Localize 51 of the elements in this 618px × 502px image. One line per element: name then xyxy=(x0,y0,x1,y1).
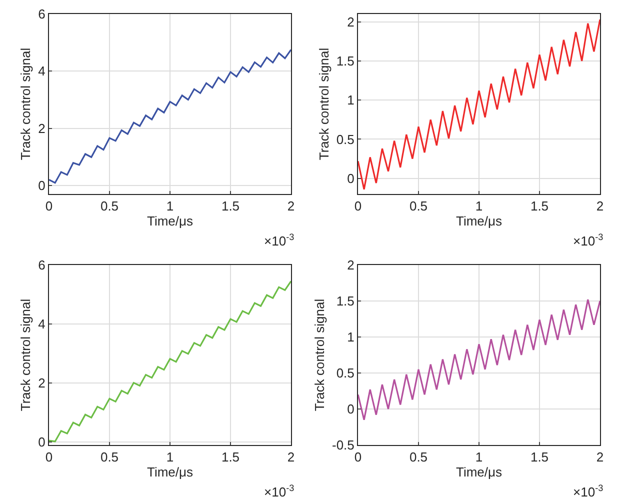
y-tick-label: 1.5 xyxy=(336,54,354,69)
x-tick-label: 2 xyxy=(287,450,295,465)
y-tick-label: -0.5 xyxy=(332,438,354,453)
x-tick-label: 1 xyxy=(475,198,483,214)
x-tick-label: 1.5 xyxy=(221,198,240,214)
y-tick-label: 0 xyxy=(347,170,354,186)
x-tick-label: 1.5 xyxy=(221,450,240,465)
y-tick-label: 0 xyxy=(38,178,46,193)
y-tick-label: 1.5 xyxy=(336,294,354,309)
x-tick-label: 2 xyxy=(287,198,295,214)
line-series xyxy=(49,48,291,184)
x-tick-label: 2 xyxy=(596,450,604,465)
x-axis-title: Time/μs xyxy=(146,214,194,229)
x-tick-label: 1.5 xyxy=(530,198,549,214)
x-tick-label: 1.5 xyxy=(530,450,549,465)
x-axis-title: Time/μs xyxy=(146,464,194,480)
y-axis-title: Track control signal xyxy=(316,48,332,160)
y-tick-label: 2 xyxy=(347,14,354,30)
text: ×10$^{-3}$ xyxy=(264,483,294,500)
y-tick-label: 1 xyxy=(347,92,354,108)
y-axis-title: Track control signal xyxy=(18,48,34,160)
x-tick-label: 0.5 xyxy=(100,450,119,465)
x-axis-title: Time/μs xyxy=(456,214,502,229)
text: ×10$^{-3}$ xyxy=(573,232,604,248)
x-tick-label: 1 xyxy=(166,450,174,465)
y-tick-label: 0 xyxy=(38,434,46,450)
y-tick-label: 0.5 xyxy=(336,132,354,147)
x-tick-label: 2 xyxy=(596,198,604,214)
text: ×10$^{-3}$ xyxy=(573,483,604,500)
line-series xyxy=(358,18,600,190)
line-series xyxy=(49,280,291,442)
y-tick-label: 0.5 xyxy=(336,366,354,381)
x-tick-label: 1 xyxy=(166,198,174,214)
y-axis-title: Track control signal xyxy=(18,298,34,412)
y-tick-label: 2 xyxy=(38,120,46,136)
y-tick-label: 2 xyxy=(38,376,46,391)
x-axis-title: Time/μs xyxy=(456,464,502,480)
y-tick-label: 1 xyxy=(347,330,354,345)
y-axis-title: Track control signal xyxy=(312,298,327,412)
line-series xyxy=(358,298,600,421)
text: ×10$^{-3}$ xyxy=(264,232,294,248)
x-tick-label: 1 xyxy=(475,450,483,465)
x-tick-label: 0.5 xyxy=(409,198,428,214)
y-tick-label: 6 xyxy=(38,258,46,273)
x-tick-label: 0.5 xyxy=(100,198,119,214)
y-tick-label: 4 xyxy=(38,316,46,332)
y-tick-label: 0 xyxy=(347,402,354,417)
y-tick-label: 2 xyxy=(347,258,354,273)
x-tick-label: 0.5 xyxy=(409,450,428,465)
y-tick-label: 6 xyxy=(38,6,46,22)
y-tick-label: 4 xyxy=(38,64,46,79)
